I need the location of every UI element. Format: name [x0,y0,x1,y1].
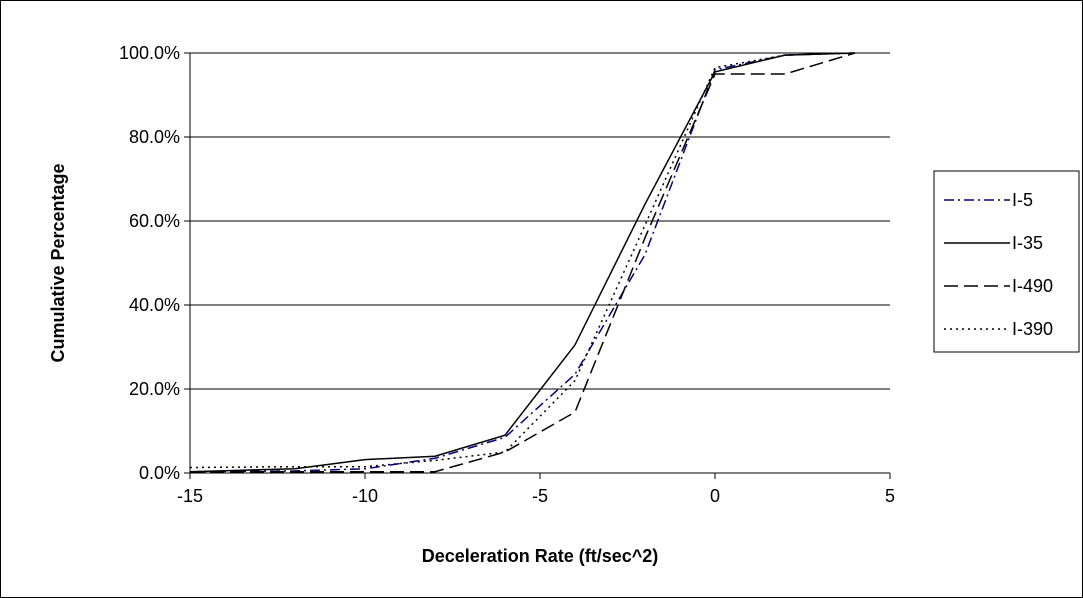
x-axis-title: Deceleration Rate (ft/sec^2) [422,546,659,566]
legend-label-i-5: I-5 [1012,190,1033,210]
legend-label-i-35: I-35 [1012,233,1043,253]
x-tick-label: 0 [710,486,720,506]
legend: I-5 I-35 I-490 I-390 [933,170,1080,353]
series-line-i-35 [189,52,856,473]
legend-box [933,170,1080,353]
y-tick-label: 40.0% [129,295,180,315]
x-tick-label: -5 [532,486,548,506]
series-line-i-5 [189,52,856,473]
plot-area [190,53,890,473]
data-series [189,52,856,473]
y-tick-label: 20.0% [129,379,180,399]
x-tick-label: -10 [352,486,378,506]
y-tick-label: 100.0% [119,43,180,63]
legend-label-i-390: I-390 [1012,319,1053,339]
x-tick-label: -15 [177,486,203,506]
y-tick-label: 60.0% [129,211,180,231]
axes: 0.0% 20.0% 40.0% 60.0% 80.0% 100.0% -15 -10 -5 0 5 [119,43,895,506]
y-tick-label: 0.0% [139,463,180,483]
legend-label-i-490: I-490 [1012,276,1053,296]
y-axis-title: Cumulative Percentage [48,163,68,362]
grid-lines [190,52,890,390]
series-line-i-490 [190,52,856,473]
x-tick-label: 5 [885,486,895,506]
y-tick-label: 80.0% [129,127,180,147]
